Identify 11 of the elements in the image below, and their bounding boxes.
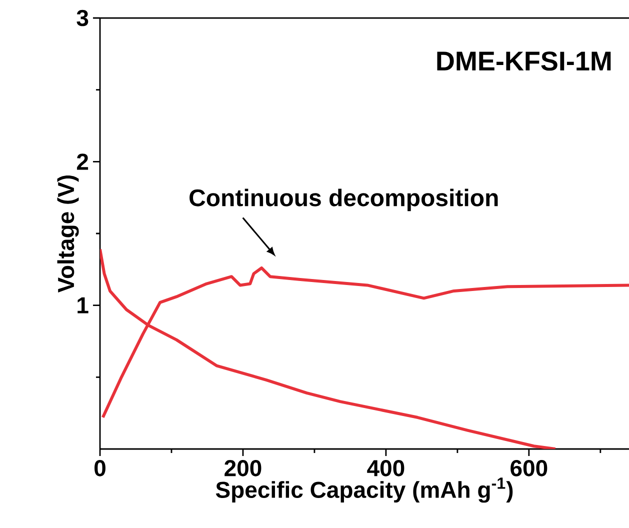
x-tick-label: 0	[94, 460, 106, 476]
y-axis-title: Voltage (V)	[57, 175, 79, 293]
annotation: Continuous decomposition	[190, 188, 498, 212]
annotation: DME-KFSI-1M	[437, 52, 611, 71]
y-tick-label: 2	[76, 154, 88, 170]
x-tick-label: 600	[510, 460, 548, 476]
y-tick-label: 3	[76, 10, 88, 26]
y-tick-label: 1	[78, 297, 88, 314]
x-tick-label: 200	[224, 460, 262, 476]
x-tick-label: 400	[367, 460, 404, 476]
x-axis-title: Specific Capacity (mAh g$^{-1}$)	[216, 478, 513, 503]
